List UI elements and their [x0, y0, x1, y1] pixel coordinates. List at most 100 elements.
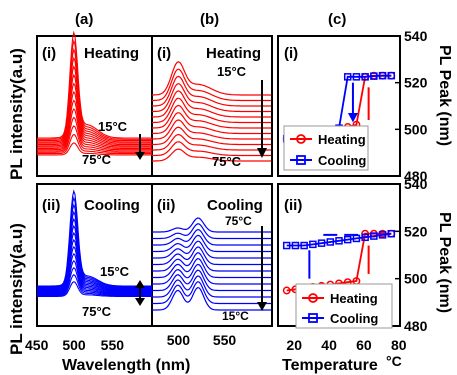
spectrum-b-i-7: [152, 112, 272, 135]
series-line-c-ii-1: [286, 232, 392, 247]
spectrum-b-ii-11: [152, 281, 272, 305]
frame-c-i: [277, 35, 401, 177]
spectrum-a-i-7: [37, 90, 152, 148]
spectrum-b-ii-10: [152, 275, 272, 298]
spectrum-b-ii-6: [152, 252, 272, 272]
spectrum-b-i-6: [152, 104, 272, 129]
y-axis-title-right-top: PL Peak (nm): [436, 45, 453, 146]
spectrum-b-ii-7: [152, 257, 272, 279]
panel-label-c: (c): [328, 11, 346, 28]
y-axis-title-bottom: PL intensity(a.u): [7, 223, 26, 355]
point-cooling-c-i-2: [370, 72, 378, 80]
point-cooling-c-ii-2: [370, 232, 378, 240]
x-tick-labels: 450 500 550 500 550 20 40 60 80: [25, 332, 407, 353]
xtick-label-c-3: 80: [391, 337, 407, 353]
spectrum-a-ii-0: [37, 189, 152, 287]
point-cooling-c-ii-1: [378, 231, 387, 239]
spectrum-a-i-12: [37, 133, 152, 155]
xtick-label-c-0: 20: [286, 337, 302, 353]
sublabel-b-i: (i): [157, 45, 171, 62]
spectrum-a-i-13: [37, 142, 152, 156]
cooling-label-a: Cooling: [84, 197, 140, 214]
heating-label-b: Heating: [206, 45, 261, 62]
temp-label-15-a-ii: 15°C: [100, 264, 130, 279]
spectrum-b-ii-8: [152, 263, 272, 285]
spectrum-a-ii-7: [37, 238, 152, 293]
point-cooling-c-i-5: [343, 73, 352, 81]
ytick-label-c-i-3: 540: [404, 28, 428, 44]
spectrum-b-ii-1: [152, 223, 272, 240]
point-cooling-c-ii-11: [291, 241, 300, 250]
xtick-label-a-1: 500: [62, 337, 86, 353]
legend-marker-heating-c-i: [296, 134, 306, 144]
legend-text-heating-c-ii: Heating: [330, 291, 378, 306]
ytick-label-c-ii-2: 520: [404, 223, 428, 239]
legend-marker-cooling-c-ii: [308, 313, 318, 323]
point-cooling-c-ii-10: [300, 241, 308, 250]
cooling-label-b: Cooling: [207, 197, 263, 214]
ytick-label-c-i-1: 500: [404, 121, 428, 137]
point-cooling-c-ii-8: [317, 239, 326, 247]
spectrum-b-i-0: [152, 61, 272, 96]
xtick-label-c-1: 40: [321, 337, 337, 353]
point-cooling-c-ii-6: [335, 237, 343, 245]
point-cooling-c-i-0: [387, 71, 396, 80]
legend-box-c-i: [283, 125, 369, 171]
x-axis-title-temperature: Temperature: [282, 357, 378, 374]
spectrum-a-ii-13: [37, 281, 152, 297]
spectrum-a-ii-4: [37, 217, 152, 290]
spectrum-a-i-4: [37, 65, 152, 144]
spectrum-b-i-3: [152, 83, 272, 113]
spectrum-b-ii-0: [152, 217, 272, 233]
spectrum-b-i-4: [152, 90, 272, 118]
peak-plot-c-ii: 480 500 520 540: [282, 176, 428, 334]
point-cooling-c-ii-7: [326, 238, 335, 246]
spectrum-a-ii-6: [37, 231, 152, 292]
spectra-b-ii: [152, 217, 272, 311]
spectrum-a-ii-10: [37, 259, 152, 295]
ytick-label-c-i-2: 520: [404, 75, 428, 91]
point-cooling-c-ii-3: [361, 233, 369, 241]
xtick-label-b-0: 500: [167, 332, 191, 348]
spectrum-a-i-11: [37, 125, 152, 153]
point-heating-c-ii-0: [282, 286, 291, 295]
arrowhead-b-i: [257, 148, 267, 158]
heating-label-a: Heating: [84, 45, 139, 62]
spectrum-a-i-10: [37, 116, 152, 152]
spectrum-a-i-0: [37, 30, 152, 139]
spectrum-a-i-3: [37, 56, 152, 143]
sublabel-b-ii: (ii): [157, 197, 175, 214]
temp-label-75-b: 75°C: [212, 154, 242, 169]
y-axis-title-right-bottom: PL Peak (nm): [436, 212, 453, 313]
spectrum-a-i-9: [37, 108, 152, 151]
y-axis-title-top: PL intensity(a.u): [7, 48, 26, 180]
ytick-label-c-ii-0: 480: [404, 318, 428, 334]
spectra-b-i: [152, 61, 272, 162]
spectrum-a-ii-2: [37, 203, 152, 289]
spectrum-b-i-2: [152, 75, 272, 107]
x-axis-title-wavelength: Wavelength (nm): [62, 357, 190, 374]
xtick-label-a-2: 550: [101, 337, 125, 353]
sublabel-c-i: (i): [284, 45, 298, 62]
frame-b-ii: [151, 183, 273, 327]
x-axis-temperature-unit: °C: [386, 353, 402, 369]
point-cooling-c-i-4: [352, 73, 361, 81]
legend-text-heating-c-i: Heating: [318, 132, 366, 147]
legend-box-c-ii: [295, 283, 393, 329]
arrowhead-a-ii-down: [135, 298, 145, 306]
spectrum-b-i-5: [152, 97, 272, 124]
spectrum-b-ii-2: [152, 228, 272, 246]
ytick-label-c-ii-1: 500: [404, 271, 428, 287]
spectrum-a-i-6: [37, 82, 152, 147]
spectrum-a-i-1: [37, 39, 152, 140]
legend-c-i: Heating Cooling: [283, 125, 369, 171]
spectrum-a-ii-3: [37, 210, 152, 289]
ytick-label-c-i-0: 480: [404, 168, 428, 184]
spectrum-a-ii-11: [37, 267, 152, 296]
temp-label-75-a-ii: 75°C: [82, 304, 112, 319]
spectrum-b-i-12: [152, 148, 272, 162]
spectrum-a-ii-1: [37, 196, 152, 288]
spectrum-a-ii-5: [37, 224, 152, 291]
spectrum-a-ii-9: [37, 252, 152, 294]
